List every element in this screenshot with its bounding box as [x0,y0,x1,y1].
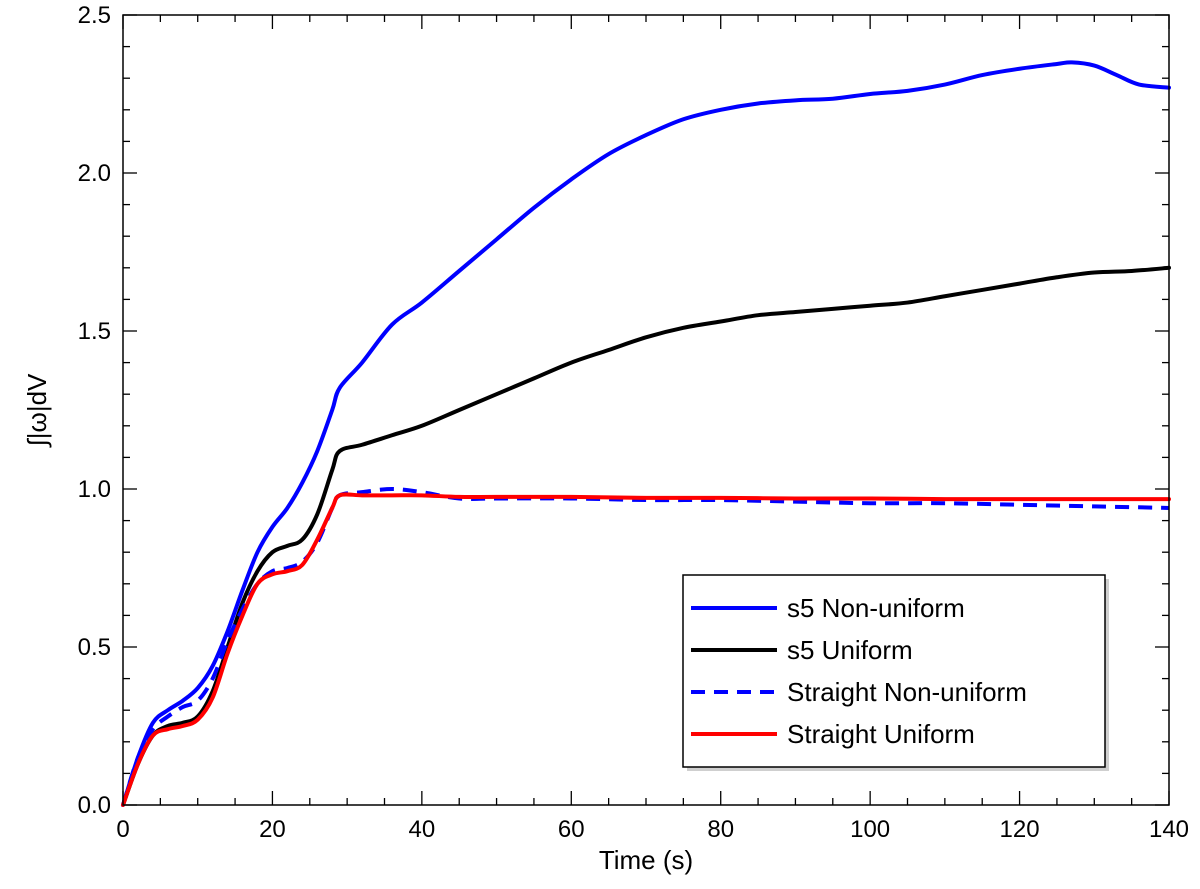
series-line-straight-uniform [121,492,1171,807]
x-tick-label: 60 [558,816,585,843]
y-tick-label: 2.5 [78,2,111,29]
legend-label: Straight Uniform [787,719,975,749]
y-tick-label: 1.0 [78,476,111,503]
y-tick-label: 0.0 [78,792,111,819]
y-tick-label: 0.5 [78,634,111,661]
legend: s5 Non-uniform s5 Uniform Straight Non-uni… [682,574,1109,771]
series-layer [121,60,1171,807]
tick-labels: 0 20 40 60 80 100 120 140 0.0 0.5 1.0 1.5 2.0 2.5 [78,2,1189,843]
legend-label: s5 Uniform [787,635,913,665]
legend-label: s5 Non-uniform [787,593,965,623]
x-tick-label: 100 [850,816,890,843]
x-axis-label: Time (s) [599,845,693,875]
y-tick-label: 1.5 [78,318,111,345]
x-tick-label: 140 [1149,816,1189,843]
series-line-s5-non-uniform [121,60,1171,807]
x-tick-label: 20 [259,816,286,843]
axis-ticks [122,14,1170,806]
y-tick-label: 2.0 [78,160,111,187]
x-tick-label: 80 [707,816,734,843]
x-tick-label: 40 [409,816,436,843]
x-tick-label: 0 [116,816,129,843]
plot-frame [122,14,1170,806]
x-tick-label: 120 [1000,816,1040,843]
legend-label: Straight Non-uniform [787,677,1027,707]
y-axis-label: ∫|ω|dV [22,373,52,448]
